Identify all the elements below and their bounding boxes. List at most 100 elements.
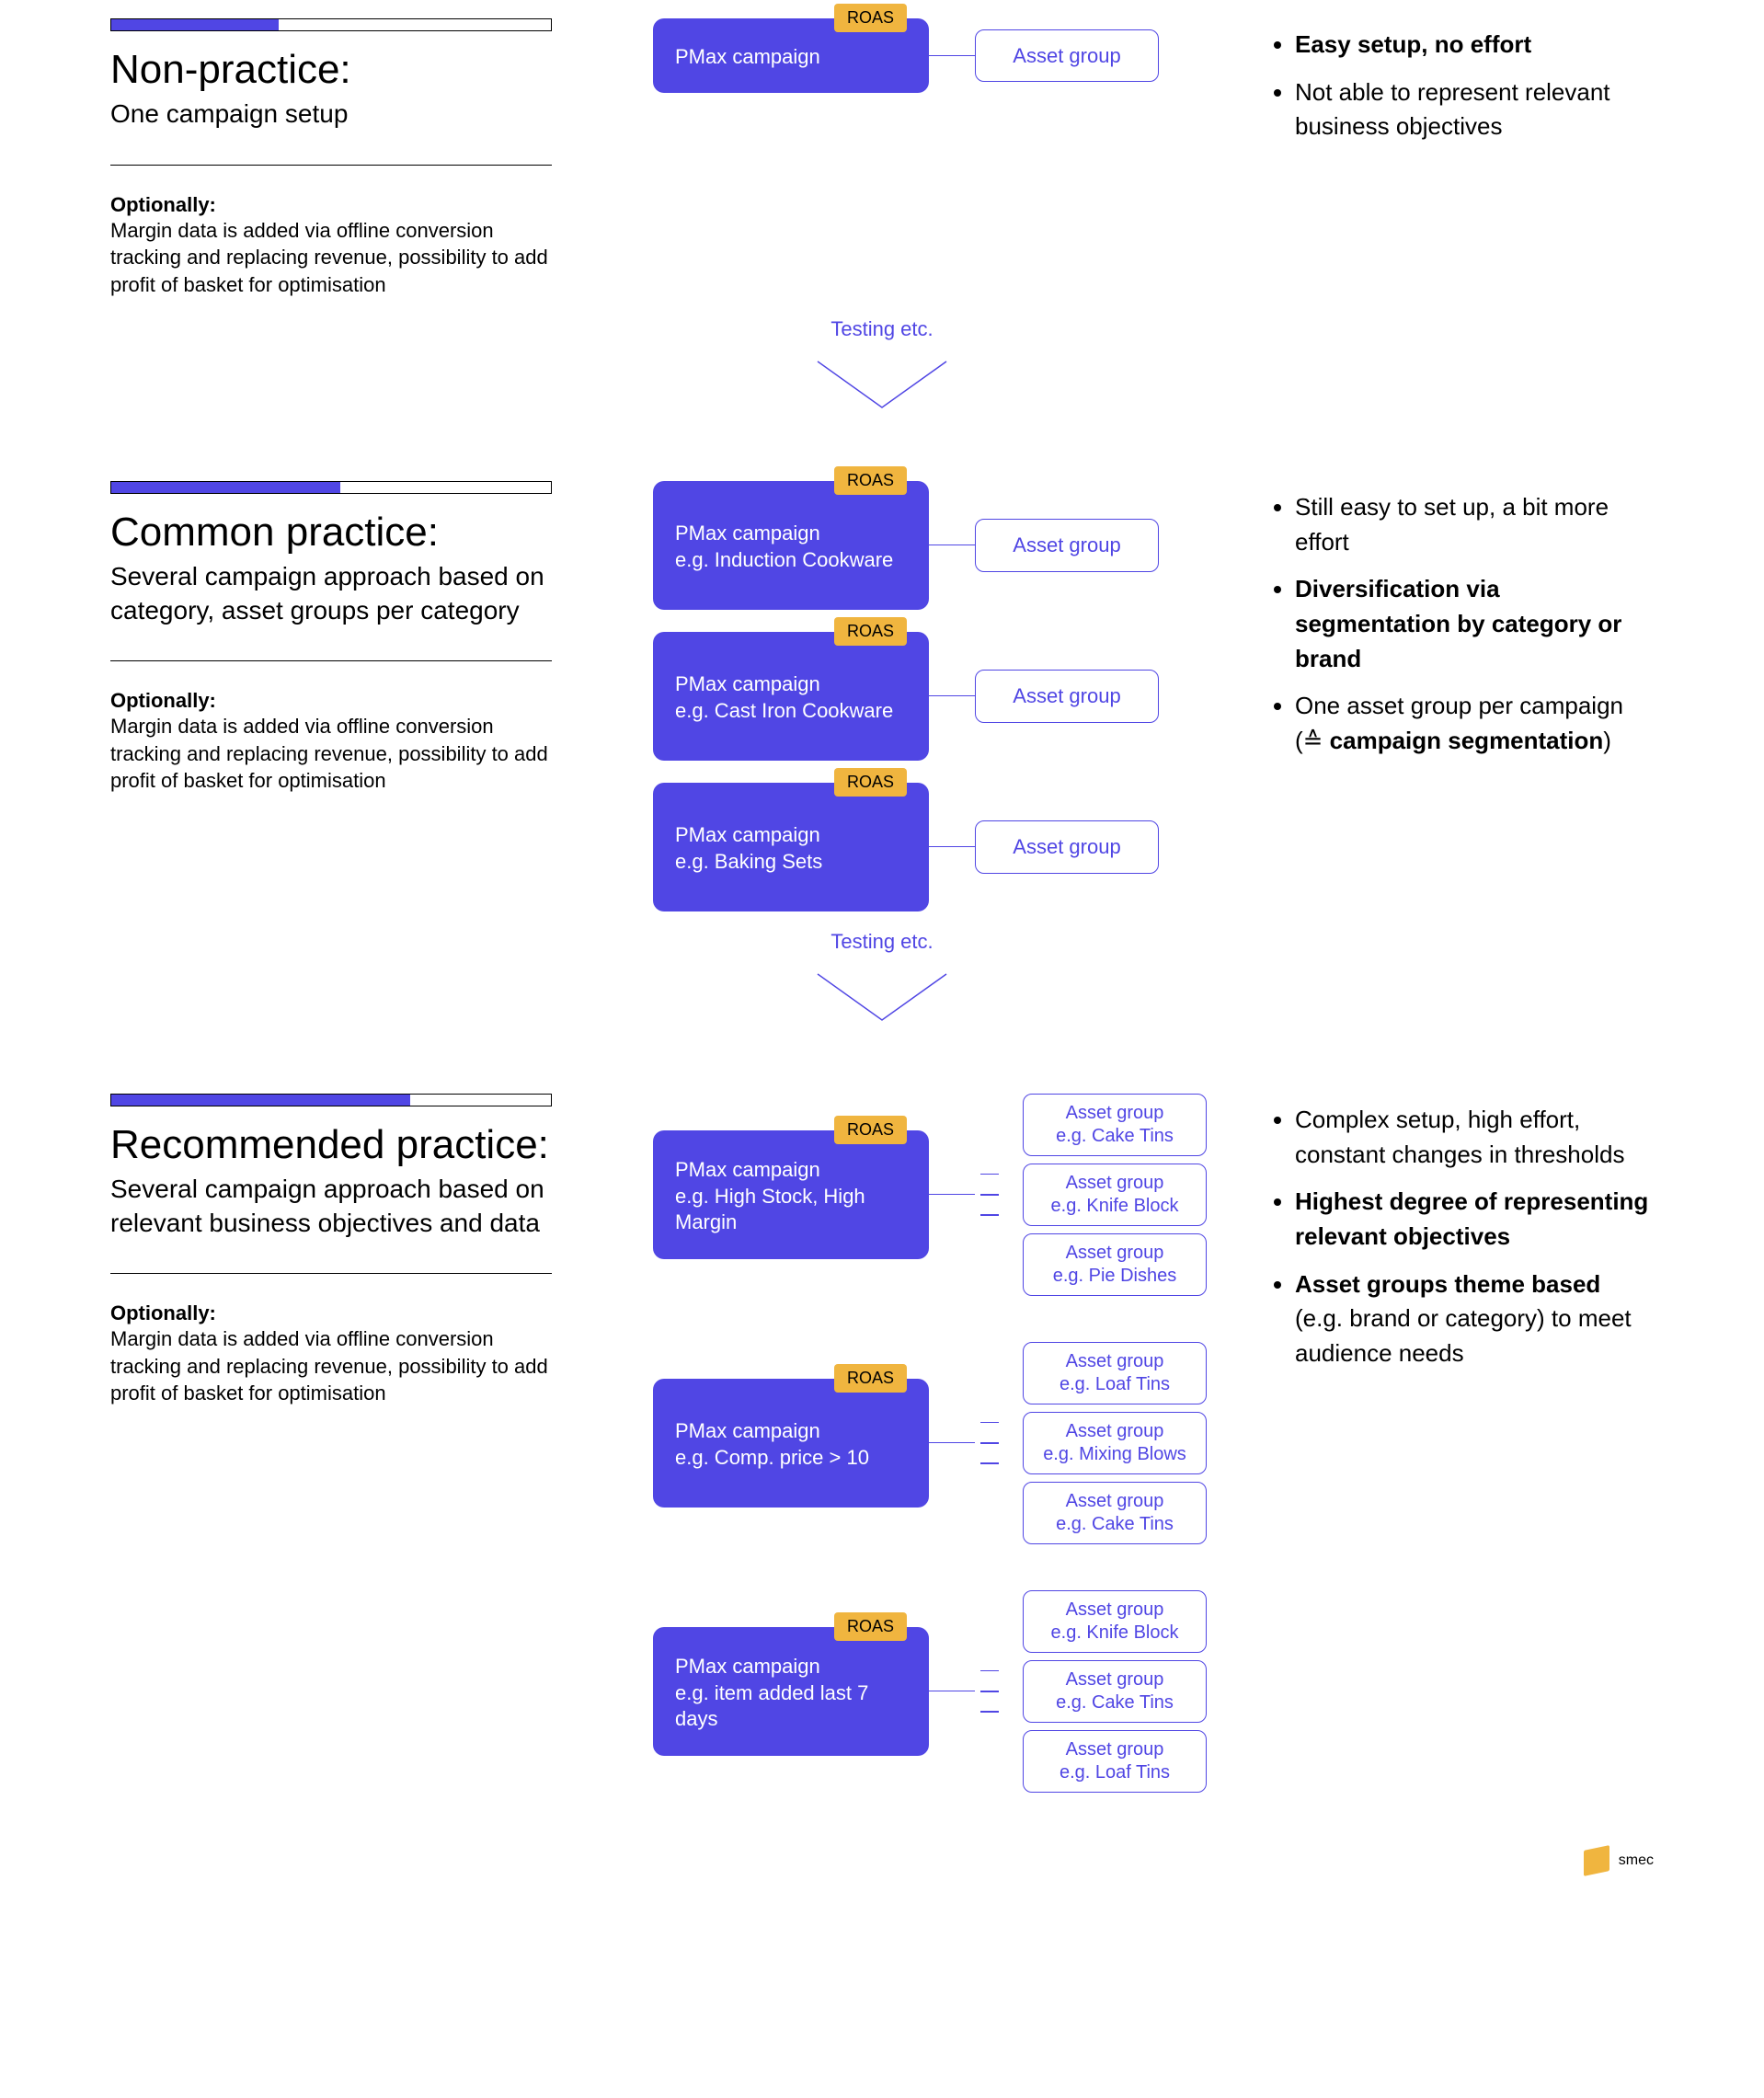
bullets-column: Still easy to set up, a bit more effort … xyxy=(1269,481,1654,911)
campaign-row: ROAS PMax campaign e.g. Induction Cookwa… xyxy=(653,481,1223,610)
campaign-sublabel: e.g. Cast Iron Cookware xyxy=(675,698,907,725)
campaign-row: ROAS PMax campaign e.g. Cast Iron Cookwa… xyxy=(653,632,1223,761)
optionally-label: Optionally: xyxy=(110,1301,607,1325)
diagram-column: ROAS PMax campaign Asset group xyxy=(653,18,1223,299)
pmax-campaign-box: ROAS PMax campaign xyxy=(653,18,929,93)
smec-logo-icon xyxy=(1584,1845,1609,1876)
connector xyxy=(929,695,975,696)
left-column: Recommended practice: Several campaign a… xyxy=(110,1094,607,1793)
optionally-label: Optionally: xyxy=(110,689,607,713)
campaign-label: PMax campaign xyxy=(675,1654,907,1680)
connector xyxy=(929,55,975,56)
asset-group-box: Asset groupe.g. Loaf Tins xyxy=(1023,1730,1207,1793)
transition-arrow: Testing etc. xyxy=(110,930,1654,1038)
asset-group-box: Asset groupe.g. Mixing Blows xyxy=(1023,1412,1207,1474)
campaign-label: PMax campaign xyxy=(675,822,907,849)
campaign-label: PMax campaign xyxy=(675,1157,907,1184)
asset-group-box: Asset groupe.g. Loaf Tins xyxy=(1023,1342,1207,1404)
section-subtitle: Several campaign approach based on relev… xyxy=(110,1173,607,1240)
bullets-column: Complex setup, high effort, constant cha… xyxy=(1269,1094,1654,1793)
campaign-row: ROAS PMax campaign e.g. High Stock, High… xyxy=(653,1094,1223,1296)
left-column: Common practice: Several campaign approa… xyxy=(110,481,607,911)
bullet-list: Still easy to set up, a bit more effort … xyxy=(1269,490,1654,759)
campaign-sublabel: e.g. Baking Sets xyxy=(675,849,907,876)
logo-text: smec xyxy=(1619,1852,1654,1869)
roas-badge: ROAS xyxy=(834,1612,907,1641)
section-subtitle: One campaign setup xyxy=(110,97,607,131)
campaign-row: ROAS PMax campaign Asset group xyxy=(653,18,1223,93)
bullet-list: Easy setup, no effort Not able to repres… xyxy=(1269,28,1654,144)
bullet-item: Complex setup, high effort, constant cha… xyxy=(1295,1103,1654,1172)
optionally-text: Margin data is added via offline convers… xyxy=(110,713,552,795)
optionally-text: Margin data is added via offline convers… xyxy=(110,217,552,299)
left-column: Non-practice: One campaign setup Optiona… xyxy=(110,18,607,299)
progress-bar xyxy=(110,481,552,494)
asset-group-box: Asset groupe.g. Cake Tins xyxy=(1023,1482,1207,1544)
section-non-practice: Non-practice: One campaign setup Optiona… xyxy=(110,18,1654,299)
campaign-row: ROAS PMax campaign e.g. item added last … xyxy=(653,1590,1223,1793)
bullet-item: Easy setup, no effort xyxy=(1295,28,1654,63)
bracket-icon xyxy=(980,1194,1017,1195)
asset-group-box: Asset groupe.g. Cake Tins xyxy=(1023,1094,1207,1156)
asset-group-box: Asset group xyxy=(975,519,1159,572)
campaign-label: PMax campaign xyxy=(675,521,907,547)
asset-group-box: Asset group xyxy=(975,820,1159,874)
asset-group-stack: Asset groupe.g. Cake Tins Asset groupe.g… xyxy=(1023,1094,1207,1296)
optionally-text: Margin data is added via offline convers… xyxy=(110,1325,552,1407)
diagram-column: ROAS PMax campaign e.g. High Stock, High… xyxy=(653,1094,1223,1793)
roas-badge: ROAS xyxy=(834,1116,907,1144)
campaign-row: ROAS PMax campaign e.g. Baking Sets Asse… xyxy=(653,783,1223,911)
roas-badge: ROAS xyxy=(834,4,907,32)
roas-badge: ROAS xyxy=(834,1364,907,1393)
section-title: Recommended practice: xyxy=(110,1123,607,1167)
bracket-connector xyxy=(929,1194,1023,1195)
divider xyxy=(110,660,552,661)
transition-label: Testing etc. xyxy=(110,317,1654,341)
bullet-item: One asset group per campaign (≙ campaign… xyxy=(1295,689,1654,758)
connector xyxy=(929,1442,975,1443)
divider xyxy=(110,1273,552,1274)
section-recommended-practice: Recommended practice: Several campaign a… xyxy=(110,1094,1654,1793)
pmax-campaign-box: ROAS PMax campaign e.g. Comp. price > 10 xyxy=(653,1379,929,1508)
section-title: Common practice: xyxy=(110,510,607,555)
section-title: Non-practice: xyxy=(110,48,607,92)
divider xyxy=(110,165,552,166)
bullet-item: Still easy to set up, a bit more effort xyxy=(1295,490,1654,559)
connector xyxy=(929,1194,975,1195)
bullet-item: Diversification via segmentation by cate… xyxy=(1295,572,1654,676)
roas-badge: ROAS xyxy=(834,768,907,797)
pmax-campaign-box: ROAS PMax campaign e.g. Induction Cookwa… xyxy=(653,481,929,610)
bracket-connector xyxy=(929,1442,1023,1443)
asset-group-box: Asset groupe.g. Cake Tins xyxy=(1023,1660,1207,1723)
pmax-campaign-box: ROAS PMax campaign e.g. Cast Iron Cookwa… xyxy=(653,632,929,761)
section-common-practice: Common practice: Several campaign approa… xyxy=(110,481,1654,911)
progress-fill xyxy=(111,1095,410,1106)
optionally-label: Optionally: xyxy=(110,193,607,217)
campaign-label: PMax campaign xyxy=(675,1418,907,1445)
campaign-sublabel: e.g. Induction Cookware xyxy=(675,547,907,574)
campaign-label: PMax campaign xyxy=(675,671,907,698)
progress-fill xyxy=(111,482,340,493)
bullet-item: Not able to represent relevant business … xyxy=(1295,75,1654,144)
pmax-campaign-box: ROAS PMax campaign e.g. High Stock, High… xyxy=(653,1130,929,1259)
asset-group-stack: Asset groupe.g. Loaf Tins Asset groupe.g… xyxy=(1023,1342,1207,1544)
pmax-campaign-box: ROAS PMax campaign e.g. Baking Sets xyxy=(653,783,929,911)
bullet-item: Highest degree of representing relevant … xyxy=(1295,1185,1654,1254)
bullets-column: Easy setup, no effort Not able to repres… xyxy=(1269,18,1654,299)
bracket-icon xyxy=(980,1442,1017,1443)
transition-arrow: Testing etc. xyxy=(110,317,1654,426)
campaign-label: PMax campaign xyxy=(675,45,820,68)
chevron-down-icon xyxy=(808,352,956,426)
campaign-sublabel: e.g. Comp. price > 10 xyxy=(675,1445,907,1472)
pmax-campaign-box: ROAS PMax campaign e.g. item added last … xyxy=(653,1627,929,1756)
chevron-down-icon xyxy=(808,965,956,1038)
progress-fill xyxy=(111,19,279,30)
connector xyxy=(929,846,975,847)
asset-group-box: Asset group xyxy=(975,29,1159,83)
progress-bar xyxy=(110,1094,552,1106)
campaign-sublabel: e.g. High Stock, High Margin xyxy=(675,1184,907,1236)
bullet-list: Complex setup, high effort, constant cha… xyxy=(1269,1103,1654,1371)
roas-badge: ROAS xyxy=(834,466,907,495)
campaign-sublabel: e.g. item added last 7 days xyxy=(675,1680,907,1733)
campaign-row: ROAS PMax campaign e.g. Comp. price > 10… xyxy=(653,1342,1223,1544)
